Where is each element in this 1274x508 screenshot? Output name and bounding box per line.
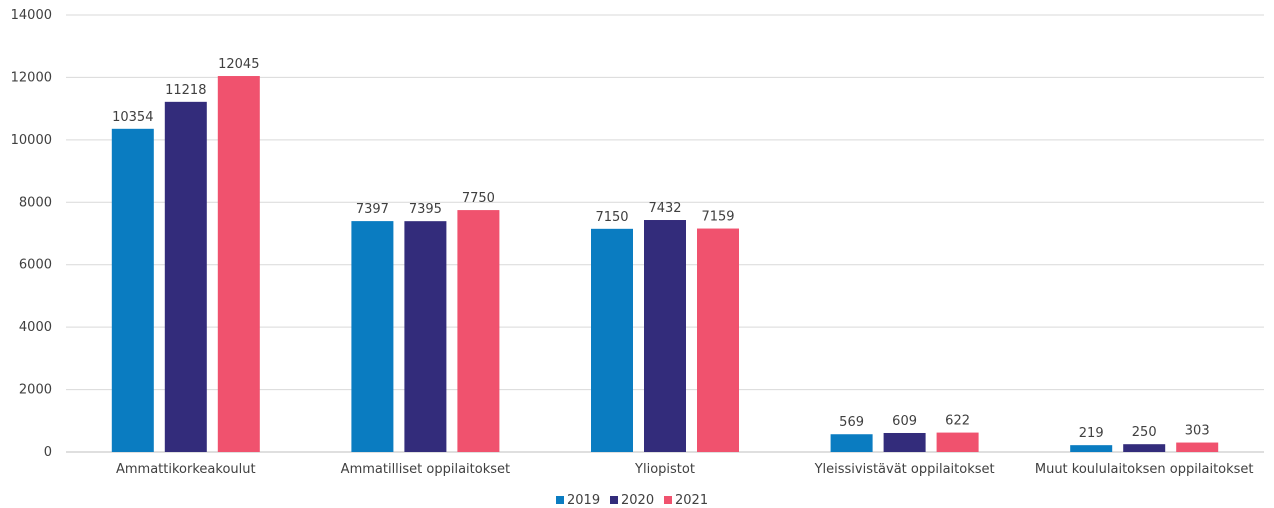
y-tick-label: 14000: [11, 8, 52, 23]
legend-swatch: [556, 496, 564, 504]
y-tick-label: 12000: [11, 70, 52, 85]
y-tick-label: 8000: [19, 195, 52, 210]
bar: [1123, 444, 1166, 452]
bar: [1070, 445, 1113, 452]
category-labels: Ammattikorkeakoulut Ammatilliset oppilait…: [116, 462, 1254, 477]
bars: [111, 76, 1219, 453]
legend-label: 2021: [675, 493, 708, 508]
bar: [883, 432, 926, 452]
data-label: 250: [1132, 425, 1157, 440]
y-tick-label: 6000: [19, 258, 52, 273]
category-label: Yliopistot: [634, 462, 695, 477]
category-label: Ammatilliset oppilaitokset: [341, 462, 510, 477]
data-label: 7159: [701, 210, 734, 225]
data-label: 303: [1185, 424, 1210, 439]
category-label: Yleissivistävät oppilaitokset: [814, 462, 995, 477]
legend-label: 2020: [621, 493, 654, 508]
bar: [217, 76, 260, 452]
category-label: Ammattikorkeakoulut: [116, 462, 256, 477]
bar: [1176, 442, 1219, 452]
bar: [111, 128, 154, 452]
bar: [457, 210, 500, 452]
bar: [351, 221, 394, 452]
data-label: 7750: [462, 191, 495, 206]
data-labels: 10354 11218 12045 7397 7395 7750 7150 7432 7159 5…: [112, 57, 1209, 441]
bar: [591, 228, 633, 452]
bar: [164, 101, 207, 453]
bar: [830, 434, 873, 452]
y-tick-label: 0: [44, 445, 52, 460]
category-label: Muut koululaitoksen oppilaitokset: [1035, 462, 1254, 477]
bar: [697, 228, 739, 452]
legend-swatch: [610, 496, 618, 504]
legend-swatch: [664, 496, 672, 504]
y-axis-ticks: 0 2000 4000 6000 8000 10000 12000 14000: [11, 8, 52, 460]
data-label: 7395: [409, 202, 442, 217]
y-tick-label: 4000: [19, 320, 52, 335]
data-label: 7150: [595, 210, 628, 225]
data-label: 219: [1079, 426, 1104, 441]
data-label: 11218: [165, 83, 206, 98]
y-tick-label: 10000: [11, 133, 52, 148]
data-label: 7397: [356, 202, 389, 217]
data-label: 10354: [112, 110, 153, 125]
legend: 2019 2020 2021: [556, 493, 708, 508]
data-label: 569: [839, 415, 864, 430]
legend-label: 2019: [567, 493, 600, 508]
data-label: 12045: [218, 57, 259, 72]
data-label: 609: [892, 414, 917, 429]
data-label: 7432: [648, 201, 681, 216]
data-label: 622: [945, 414, 970, 429]
bar: [404, 221, 447, 452]
y-tick-label: 2000: [19, 383, 52, 398]
bar: [936, 432, 979, 452]
bar: [644, 220, 686, 452]
